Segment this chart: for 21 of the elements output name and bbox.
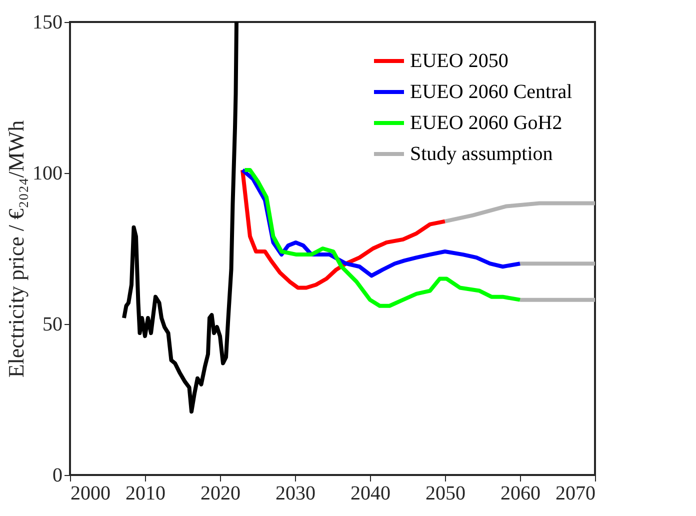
x-tick-label: 2000 <box>70 482 110 504</box>
line-series <box>240 168 447 290</box>
x-tick-label: 2070 <box>556 482 596 504</box>
y-tick-label: 50 <box>42 314 62 336</box>
y-axis-title: Electricity price / €₂₀₂₄/MWh <box>4 120 28 378</box>
x-tick-label: 2010 <box>126 482 166 504</box>
legend-label: EUEO 2050 <box>410 50 508 72</box>
line-series <box>242 168 522 308</box>
x-tick-label: 2030 <box>276 482 316 504</box>
line-series <box>443 201 597 224</box>
legend-label: EUEO 2060 GoH2 <box>410 112 562 134</box>
x-tick-label: 2060 <box>500 482 540 504</box>
y-tick-label: 0 <box>52 464 62 486</box>
x-tick-label: 2020 <box>200 482 240 504</box>
x-tick-label: 2040 <box>350 482 390 504</box>
legend-label: EUEO 2060 Central <box>410 81 573 103</box>
legend-label: Study assumption <box>410 143 553 165</box>
x-tick-label: 2050 <box>426 482 466 504</box>
line-series <box>122 20 238 414</box>
y-tick-label: 100 <box>32 162 62 184</box>
y-tick-label: 150 <box>32 12 62 34</box>
